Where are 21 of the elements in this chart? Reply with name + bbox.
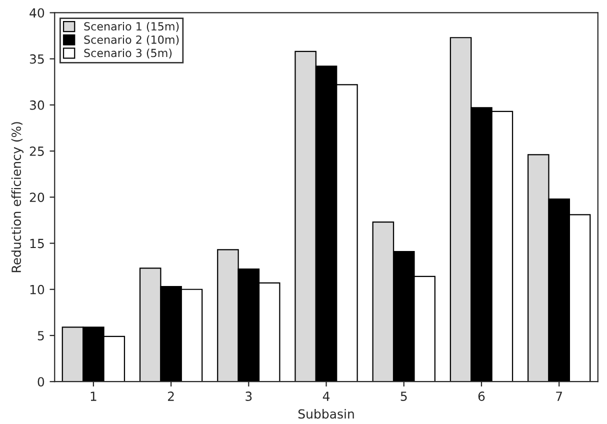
y-tick-label: 0 xyxy=(38,377,44,387)
legend-label: Scenario 3 (5m) xyxy=(84,48,172,58)
y-axis-title: Reduction efficiency (%) xyxy=(11,122,24,272)
y-tick-label: 10 xyxy=(30,284,44,294)
x-axis-title: Subbasin xyxy=(298,408,354,419)
y-tick-label: 25 xyxy=(30,146,44,156)
x-tick-label: 3 xyxy=(246,392,252,401)
y-tick-label: 15 xyxy=(30,238,44,248)
legend-label: Scenario 2 (10m) xyxy=(84,35,179,46)
y-tick-label: 35 xyxy=(30,54,44,64)
x-tick-label: 6 xyxy=(478,392,485,401)
y-tick-label: 5 xyxy=(38,331,44,340)
x-tick-label: 7 xyxy=(556,392,562,401)
x-tick-label: 4 xyxy=(322,392,330,401)
x-tick-label: 1 xyxy=(90,392,96,401)
y-tick-label: 20 xyxy=(30,192,44,202)
y-tick-label: 30 xyxy=(30,100,44,110)
x-tick-label: 2 xyxy=(168,392,174,401)
x-tick-label: 5 xyxy=(400,392,407,401)
y-tick-label: 40 xyxy=(30,8,44,18)
legend-label: Scenario 1 (15m) xyxy=(84,22,179,32)
